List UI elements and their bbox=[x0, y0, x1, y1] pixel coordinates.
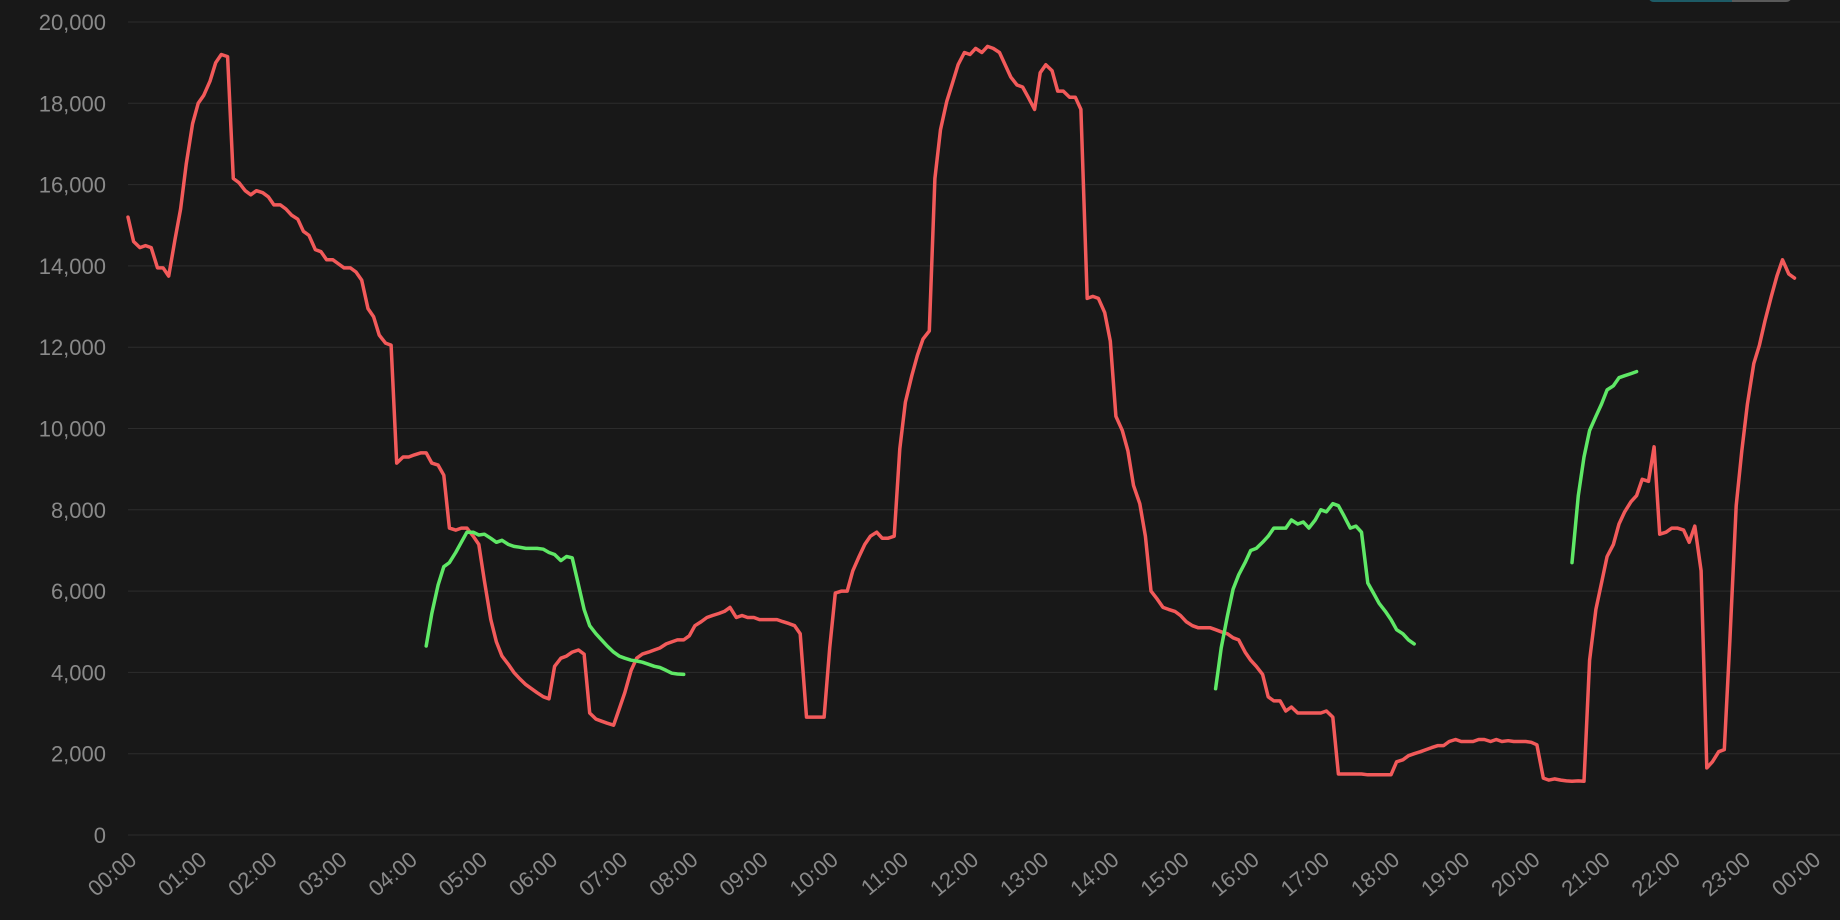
x-tick-label: 09:00 bbox=[714, 847, 772, 902]
x-tick-label: 00:00 bbox=[83, 847, 141, 902]
y-tick-label: 6,000 bbox=[51, 579, 106, 604]
x-axis: 00:00 01:00 02:00 03:00 04:00 05:00 06:00 07:00… bbox=[83, 847, 1825, 902]
y-tick-label: 0 bbox=[94, 823, 106, 848]
y-tick-label: 2,000 bbox=[51, 742, 106, 767]
series-2-line-segment-2 bbox=[1213, 501, 1416, 691]
x-tick-label: 04:00 bbox=[364, 847, 422, 902]
y-tick-label: 12,000 bbox=[39, 335, 106, 360]
x-tick-label: 06:00 bbox=[504, 847, 562, 902]
x-tick-label: 21:00 bbox=[1556, 847, 1614, 902]
y-tick-label: 14,000 bbox=[39, 254, 106, 279]
x-tick-label: 22:00 bbox=[1627, 847, 1685, 902]
x-tick-label: 12:00 bbox=[925, 847, 983, 902]
series-1-line-segment-1 bbox=[126, 44, 1797, 784]
toggle-option-inactive[interactable] bbox=[1732, 0, 1792, 2]
x-tick-label: 16:00 bbox=[1206, 847, 1264, 902]
y-tick-label: 8,000 bbox=[51, 498, 106, 523]
y-tick-label: 10,000 bbox=[39, 417, 106, 442]
x-tick-label: 18:00 bbox=[1346, 847, 1404, 902]
x-tick-label: 11:00 bbox=[856, 847, 913, 900]
grid-lines bbox=[128, 21, 1840, 836]
x-tick-label: 17:00 bbox=[1276, 847, 1334, 902]
y-tick-label: 18,000 bbox=[39, 91, 106, 116]
x-tick-label: 08:00 bbox=[644, 847, 702, 902]
x-tick-label: 05:00 bbox=[434, 847, 492, 902]
y-tick-label: 20,000 bbox=[39, 10, 106, 35]
x-tick-label: 03:00 bbox=[293, 847, 351, 902]
series-group bbox=[126, 44, 1797, 784]
series-2-line-segment-1 bbox=[424, 530, 686, 677]
x-tick-label: 14:00 bbox=[1065, 847, 1123, 902]
x-tick-label: 19:00 bbox=[1416, 847, 1474, 902]
y-tick-label: 4,000 bbox=[51, 660, 106, 685]
x-tick-label: 02:00 bbox=[223, 847, 281, 902]
x-tick-label: 01:00 bbox=[153, 847, 211, 902]
y-axis: 0 2,000 4,000 6,000 8,000 10,000 12,000 14,000 1… bbox=[39, 10, 106, 848]
x-tick-label: 23:00 bbox=[1697, 847, 1755, 902]
x-tick-label: 20:00 bbox=[1486, 847, 1544, 902]
x-tick-label: 00:00 bbox=[1767, 847, 1825, 902]
x-tick-label: 10:00 bbox=[785, 847, 843, 902]
series-2-line-segment-3 bbox=[1570, 369, 1639, 565]
range-toggle[interactable] bbox=[1648, 0, 1792, 2]
x-tick-label: 13:00 bbox=[995, 847, 1053, 902]
toggle-option-active[interactable] bbox=[1648, 0, 1732, 2]
y-tick-label: 16,000 bbox=[39, 173, 106, 198]
x-tick-label: 15:00 bbox=[1135, 847, 1193, 902]
x-tick-label: 07:00 bbox=[574, 847, 632, 902]
